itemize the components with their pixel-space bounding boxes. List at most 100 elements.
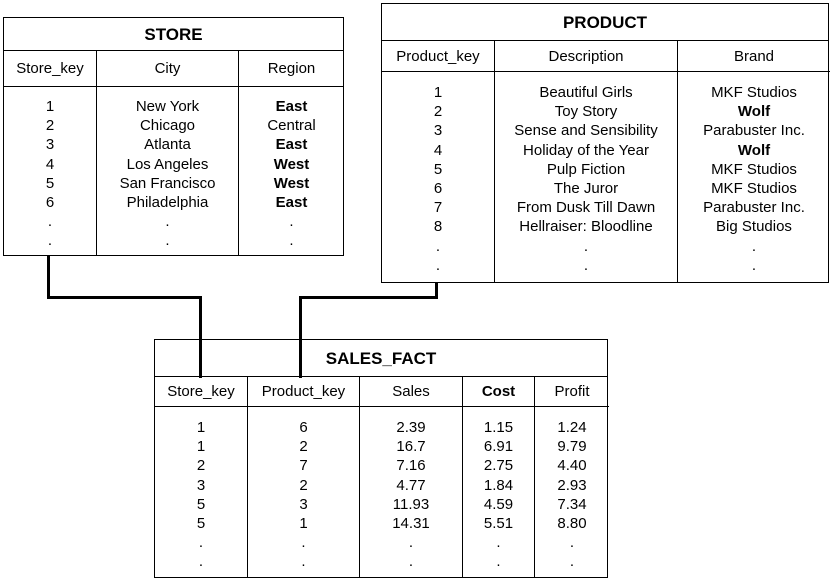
table-cell: MKF Studios xyxy=(711,160,797,178)
table-cell: East xyxy=(275,98,308,115)
table-cell: 4.59 xyxy=(483,495,514,513)
table-cell: 3 xyxy=(433,122,443,140)
store-table: STORE Store_key 1 2 3 4 5 6.. City New York Chicag… xyxy=(3,17,344,256)
product-table: PRODUCT Product_key 1 2 3 4 5 6 7 8.. Description B… xyxy=(381,3,830,283)
table-cell: 4 xyxy=(433,141,443,159)
table-title: STORE xyxy=(4,18,343,51)
table-cell: . xyxy=(408,553,414,571)
table-cell: 5 xyxy=(196,495,206,513)
table-cell: From Dusk Till Dawn xyxy=(516,199,656,217)
table-column: Brand MKF Studios Wolf Parabuster Inc. Wolf M… xyxy=(677,41,830,282)
table-cell: . xyxy=(583,256,589,274)
table-cell: 2.93 xyxy=(557,476,587,494)
table-cell: . xyxy=(496,553,501,571)
table-column: Region East Central East West West East.. xyxy=(238,51,344,255)
table-cell: . xyxy=(165,232,170,250)
table-title: PRODUCT xyxy=(382,4,828,41)
table-cell: Parabuster Inc. xyxy=(703,199,805,217)
product-connector xyxy=(435,283,438,299)
column-header: Sales xyxy=(360,377,462,407)
table-cell: . xyxy=(751,237,757,255)
store-connector xyxy=(47,256,50,299)
table-cell: Wolf xyxy=(737,141,771,159)
table-cell: 8.80 xyxy=(557,515,587,533)
table-cell: East xyxy=(275,194,308,212)
table-cell: 6 xyxy=(433,180,443,198)
table-cell: 1 xyxy=(299,515,308,533)
table-cell: 4.77 xyxy=(396,476,426,494)
table-column: Cost 1.15 6.91 2.75 1.84 4.59 5.51.. xyxy=(462,377,534,577)
product-connector xyxy=(299,296,302,378)
table-column: Store_key 1 2 3 4 5 6.. xyxy=(4,51,96,255)
product-connector xyxy=(299,296,438,299)
table-cell: 1 xyxy=(196,438,206,456)
table-cell: 9.79 xyxy=(557,438,587,456)
table-cell: . xyxy=(408,534,414,552)
table-cell: 4.40 xyxy=(557,457,587,475)
table-cell: 1.15 xyxy=(483,419,514,436)
table-column: City New York Chicago Atlanta Los Angeles San… xyxy=(96,51,238,255)
table-cell: MKF Studios xyxy=(711,180,797,198)
table-cell: Central xyxy=(267,117,316,135)
table-cell: Wolf xyxy=(737,103,771,121)
column-header: Profit xyxy=(535,377,609,407)
table-cell: 14.31 xyxy=(392,515,430,533)
table-cell: 1.84 xyxy=(483,476,514,494)
store-connector xyxy=(199,296,202,378)
table-cell: The Juror xyxy=(553,180,619,198)
table-cell: 7 xyxy=(299,457,308,475)
table-cell: 1.24 xyxy=(557,419,587,436)
table-cell: . xyxy=(47,213,53,231)
store-connector xyxy=(47,296,202,299)
table-cell: . xyxy=(47,232,53,250)
column-header: Description xyxy=(495,41,677,72)
table-cell: . xyxy=(569,534,575,552)
table-cell: 1 xyxy=(45,98,55,115)
table-cell: . xyxy=(289,213,294,231)
table-cell: . xyxy=(301,534,306,552)
table-cell: . xyxy=(301,553,306,571)
table-cell: 3 xyxy=(299,495,308,513)
table-cell: Toy Story xyxy=(554,103,618,121)
table-cell: Beautiful Girls xyxy=(539,84,633,101)
table-cell: 5.51 xyxy=(483,515,514,533)
table-column: Store_key 1 1 2 3 5 5.. xyxy=(155,377,247,577)
table-cell: . xyxy=(435,237,441,255)
table-cell: MKF Studios xyxy=(711,84,797,101)
table-column: Product_key 1 2 3 4 5 6 7 8.. xyxy=(382,41,494,282)
table-cell: . xyxy=(165,213,170,231)
table-cell: 5 xyxy=(196,515,206,533)
table-cell: 2.75 xyxy=(483,457,514,475)
table-cell: 2 xyxy=(299,476,308,494)
table-cell: 5 xyxy=(433,160,443,178)
table-cell: 7 xyxy=(433,199,443,217)
table-column: Profit 1.24 9.79 4.40 2.93 7.34 8.80.. xyxy=(534,377,609,577)
table-cell: Parabuster Inc. xyxy=(703,122,805,140)
table-cell: 1 xyxy=(196,419,206,436)
table-cell: Atlanta xyxy=(144,136,191,154)
table-cell: New York xyxy=(135,98,200,115)
table-cell: 8 xyxy=(433,218,443,236)
table-cell: 5 xyxy=(45,174,55,192)
table-cell: 6.91 xyxy=(483,438,514,456)
table-cell: 3 xyxy=(196,476,206,494)
table-column: Product_key 6 2 7 2 3 1.. xyxy=(247,377,359,577)
table-cell: 1 xyxy=(433,84,443,101)
table-cell: West xyxy=(273,155,310,173)
table-cell: . xyxy=(583,237,589,255)
table-cell: East xyxy=(275,136,308,154)
table-cell: Los Angeles xyxy=(126,155,209,173)
column-header: Region xyxy=(239,51,344,87)
table-cell: . xyxy=(569,553,575,571)
column-header: Brand xyxy=(678,41,830,72)
column-header: City xyxy=(97,51,238,87)
table-cell: 16.7 xyxy=(396,438,426,456)
table-cell: . xyxy=(751,256,757,274)
table-cell: . xyxy=(198,534,204,552)
table-cell: Chicago xyxy=(139,117,196,135)
table-cell: 6 xyxy=(45,194,55,212)
table-cell: . xyxy=(496,534,501,552)
table-cell: Sense and Sensibility xyxy=(514,122,658,140)
sales-fact-table: SALES_FACT Store_key 1 1 2 3 5 5.. Product_key 6 2… xyxy=(154,339,609,578)
column-header: Store_key xyxy=(155,377,247,407)
